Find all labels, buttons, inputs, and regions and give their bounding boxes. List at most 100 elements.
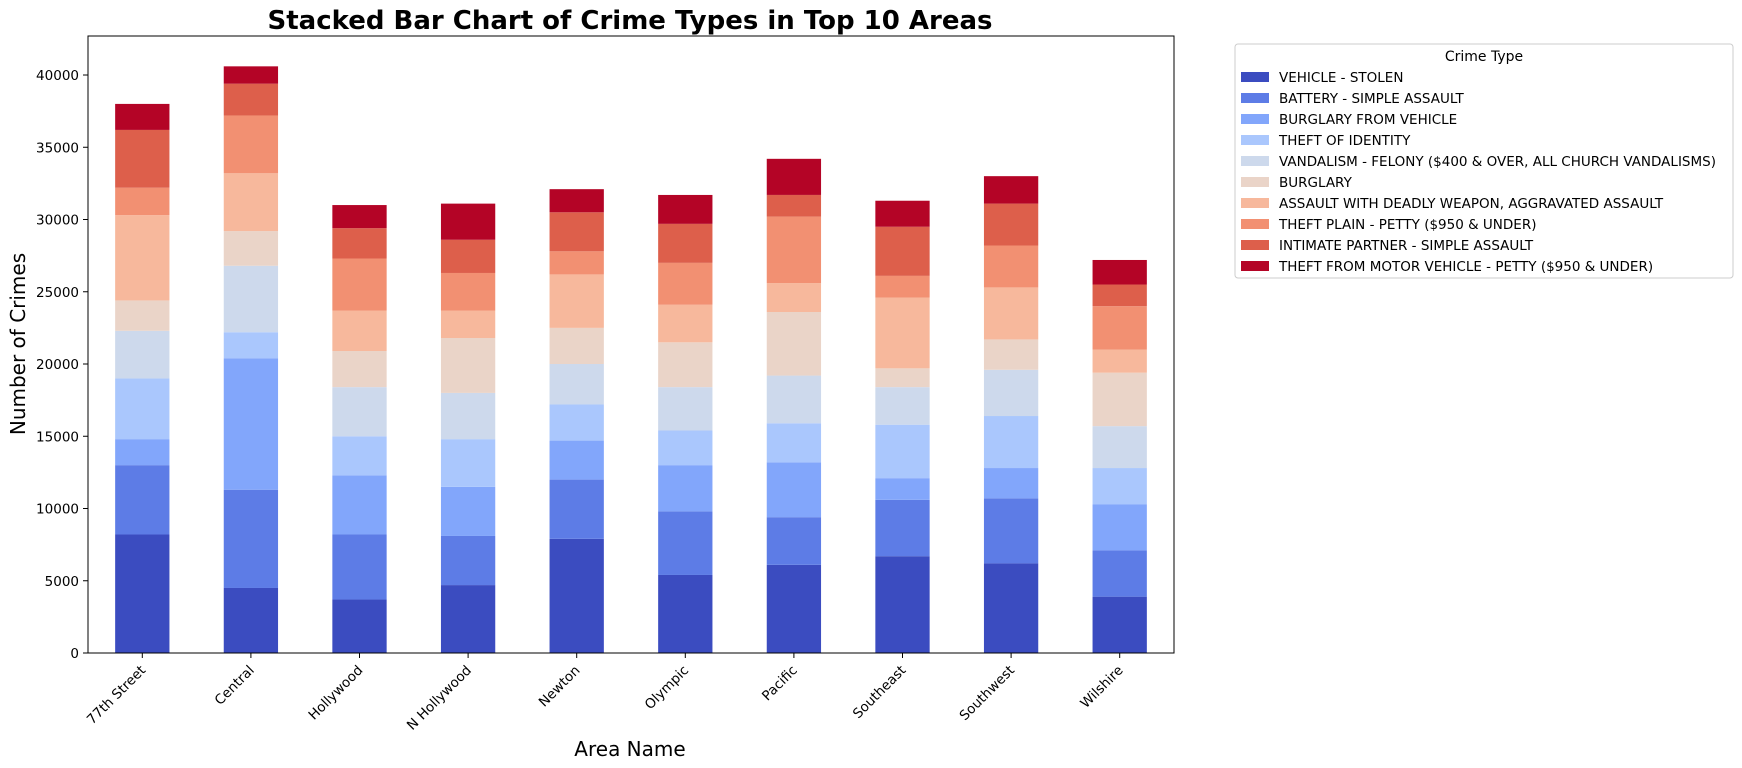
bars-layer [115,66,1147,653]
bar-segment-3-2 [332,534,387,600]
y-tick-label: 25000 [36,285,79,301]
bar-segment-1-3 [115,439,170,466]
bar-segment-10-7 [1092,349,1147,373]
bar-segment-5-3 [549,440,604,480]
legend-swatch [1241,219,1269,229]
bar-segment-3-6 [332,351,387,388]
bar-segment-6-2 [658,511,713,575]
bar-segment-1-9 [115,129,170,188]
bar-segment-9-8 [983,245,1039,288]
bar-segment-10-3 [1092,504,1147,551]
legend-entry-label: INTIMATE PARTNER - SIMPLE ASSAULT [1279,238,1534,254]
bar-segment-3-5 [332,387,387,437]
bar-segment-4-5 [440,392,496,440]
bar-segment-9-1 [983,563,1039,653]
legend-frame [1234,43,1734,279]
bar-segment-5-10 [549,189,604,213]
legend-swatch [1241,93,1269,103]
x-tick-label: Hollywood [305,663,366,724]
x-tick-label: Southwest [956,663,1017,724]
bar-segment-6-6 [658,342,713,388]
bar-segment-4-3 [440,486,496,536]
bar-segment-4-2 [440,535,496,586]
bar-segment-10-6 [1092,372,1147,427]
bar-segment-1-7 [115,215,170,301]
y-tick-label: 10000 [36,502,79,518]
bar-segment-7-1 [766,564,822,653]
bar-segment-2-10 [223,66,279,84]
bar-segment-10-10 [1092,259,1147,285]
bar-segment-4-9 [440,239,496,273]
y-axis-label: Number of Crimes [6,253,30,435]
bar-segment-5-9 [549,212,604,252]
bar-segment-6-8 [658,262,713,305]
x-axis-label: Area Name [574,737,685,761]
legend-entry-label: THEFT OF IDENTITY [1278,133,1411,149]
legend-entry-label: VEHICLE - STOLEN [1279,70,1403,86]
bar-segment-9-3 [983,468,1039,499]
bar-segment-8-3 [875,478,930,500]
bar-segment-1-10 [115,103,170,130]
y-axis: 0 5000 10000 15000 20000 25000 30000 35000 40000 [36,68,88,662]
bar-segment-7-5 [766,375,822,424]
bar-segment-8-1 [875,556,930,653]
bar-segment-5-7 [549,274,604,328]
legend-entry-label: THEFT FROM MOTOR VEHICLE - PETTY ($950 &… [1278,259,1653,275]
legend-swatch [1241,198,1269,208]
y-tick-label: 0 [70,646,79,662]
bar-segment-6-4 [658,430,713,466]
bar-segment-10-9 [1092,284,1147,307]
legend-swatch [1241,72,1269,82]
bar-segment-9-2 [983,498,1039,564]
x-axis: 77th Street Central Hollywood N Hollywood Ne… [84,653,1127,734]
legend-entry-label: VANDALISM - FELONY ($400 & OVER, ALL CHU… [1279,154,1716,170]
legend-entry-label: THEFT PLAIN - PETTY ($950 & UNDER) [1278,217,1536,233]
bar-segment-8-8 [875,275,930,298]
bar-segment-7-6 [766,311,822,376]
legend: Crime Type VEHICLE - STOLEN BATTERY - SIM… [1234,43,1734,279]
bar-segment-7-3 [766,462,822,518]
bar-segment-6-10 [658,194,713,224]
bar-segment-1-4 [115,378,170,440]
x-tick-label: Central [212,663,258,709]
bar-segment-10-5 [1092,426,1147,469]
y-tick-label: 30000 [36,213,79,229]
bar-segment-10-4 [1092,468,1147,505]
bar-segment-4-1 [440,585,496,653]
bar-segment-7-4 [766,423,822,463]
bar-segment-5-4 [549,404,604,441]
legend-swatch [1241,114,1269,124]
bar-segment-9-5 [983,369,1039,417]
bar-segment-1-2 [115,465,170,535]
bar-segment-4-8 [440,272,496,311]
bar-segment-4-7 [440,310,496,338]
bar-segment-9-4 [983,416,1039,469]
bar-segment-6-1 [658,574,713,653]
bar-segment-9-9 [983,203,1039,246]
bar-segment-1-8 [115,187,170,216]
legend-swatch [1241,177,1269,187]
y-tick-label: 15000 [36,429,79,445]
legend-entry-label: BATTERY - SIMPLE ASSAULT [1279,91,1465,107]
bar-segment-9-6 [983,339,1039,370]
bar-segment-3-9 [332,228,387,259]
bar-segment-2-7 [223,173,279,232]
bar-segment-8-6 [875,368,930,388]
y-tick-label: 40000 [36,68,79,84]
bar-segment-6-5 [658,387,713,431]
bar-segment-3-8 [332,258,387,311]
plot-frame [87,35,1175,654]
bar-segment-4-6 [440,338,496,393]
legend-swatch [1241,261,1269,271]
bar-segment-1-5 [115,330,170,379]
bar-segment-7-8 [766,216,822,284]
bar-segment-9-10 [983,176,1039,204]
bar-segment-2-8 [223,115,279,174]
bar-segment-2-6 [223,231,279,266]
bar-segment-10-1 [1092,596,1147,653]
bar-segment-3-10 [332,205,387,229]
bar-segment-7-2 [766,517,822,565]
x-tick-label: Pacific [759,663,801,705]
legend-title: Crime Type [1445,49,1523,65]
